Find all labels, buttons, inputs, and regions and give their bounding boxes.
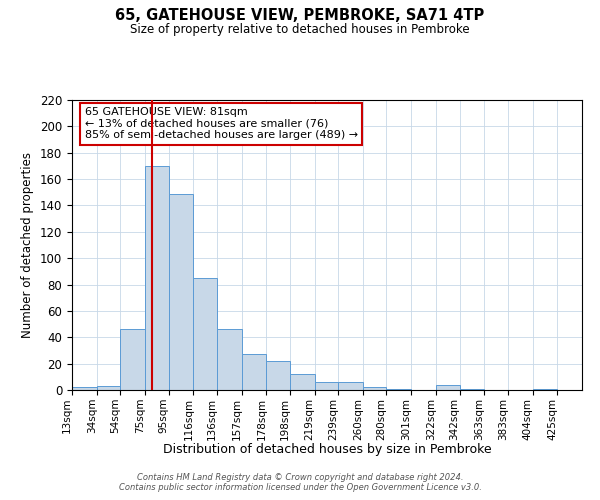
Bar xyxy=(217,330,242,390)
Bar xyxy=(145,166,169,390)
Bar xyxy=(72,388,97,390)
Text: Contains HM Land Registry data © Crown copyright and database right 2024.
Contai: Contains HM Land Registry data © Crown c… xyxy=(119,473,481,492)
Bar xyxy=(242,354,266,390)
Text: 65, GATEHOUSE VIEW, PEMBROKE, SA71 4TP: 65, GATEHOUSE VIEW, PEMBROKE, SA71 4TP xyxy=(115,8,485,22)
Bar xyxy=(169,194,193,390)
Bar xyxy=(314,382,338,390)
Text: Size of property relative to detached houses in Pembroke: Size of property relative to detached ho… xyxy=(130,22,470,36)
Y-axis label: Number of detached properties: Number of detached properties xyxy=(22,152,34,338)
Bar xyxy=(290,374,314,390)
Text: Distribution of detached houses by size in Pembroke: Distribution of detached houses by size … xyxy=(163,442,491,456)
Bar xyxy=(436,384,460,390)
Bar xyxy=(120,330,145,390)
Bar xyxy=(266,361,290,390)
Bar xyxy=(460,388,484,390)
Bar xyxy=(386,388,411,390)
Bar xyxy=(533,388,557,390)
Bar xyxy=(338,382,363,390)
Bar xyxy=(363,388,386,390)
Text: 65 GATEHOUSE VIEW: 81sqm
← 13% of detached houses are smaller (76)
85% of semi-d: 65 GATEHOUSE VIEW: 81sqm ← 13% of detach… xyxy=(85,108,358,140)
Bar xyxy=(193,278,217,390)
Bar xyxy=(97,386,120,390)
